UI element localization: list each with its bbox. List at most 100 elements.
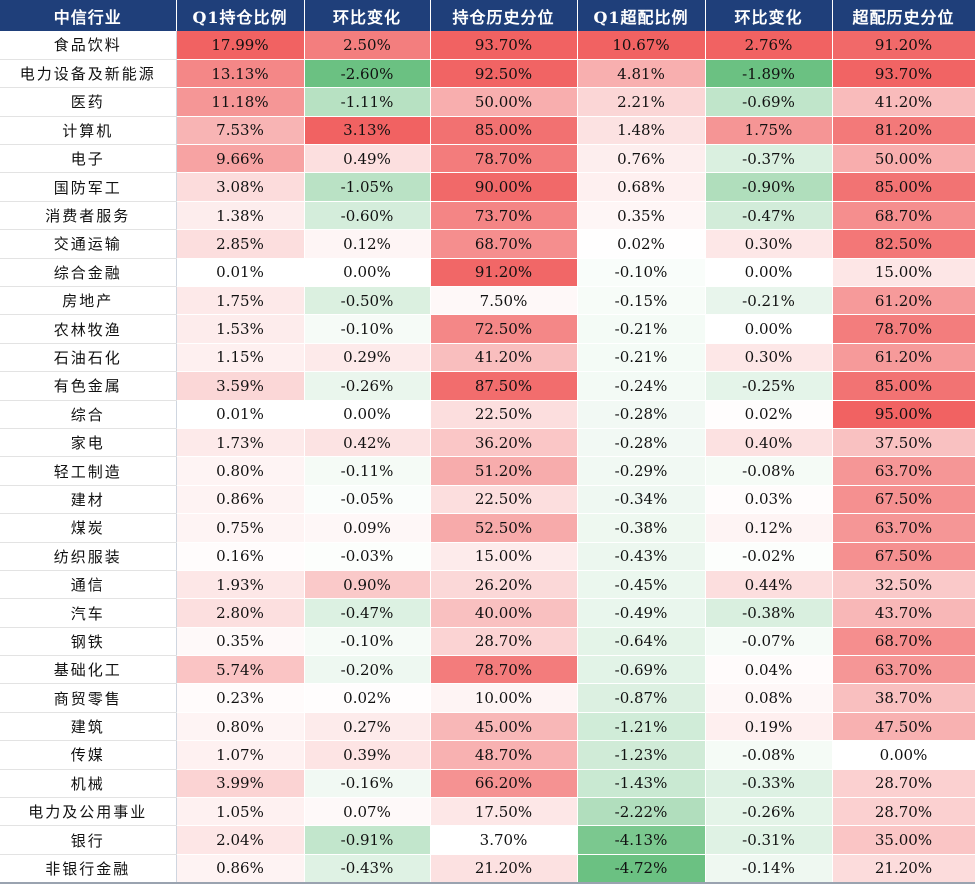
table-row: 煤炭 0.75% 0.09% 52.50% -0.38% 0.12% 63.70% bbox=[0, 513, 975, 543]
holding-percentile-cell: 22.50% bbox=[430, 485, 578, 515]
q1-holding-ratio-cell: 1.05% bbox=[176, 797, 305, 827]
overweight-qoq-change-cell: -0.08% bbox=[705, 740, 833, 770]
table-row: 房地产 1.75% -0.50% 7.50% -0.15% -0.21% 61.20% bbox=[0, 286, 975, 316]
q1-holding-ratio-cell: 0.35% bbox=[176, 627, 305, 657]
q1-overweight-ratio-cell: -0.10% bbox=[577, 258, 706, 288]
q1-holding-ratio-cell: 1.15% bbox=[176, 343, 305, 373]
q1-holding-ratio-cell: 1.75% bbox=[176, 286, 305, 316]
overweight-percentile-cell: 78.70% bbox=[832, 314, 975, 344]
overweight-percentile-cell: 93.70% bbox=[832, 59, 975, 89]
q1-overweight-ratio-cell: -0.38% bbox=[577, 513, 706, 543]
table-row: 钢铁 0.35% -0.10% 28.70% -0.64% -0.07% 68.70% bbox=[0, 627, 975, 657]
overweight-percentile-cell: 41.20% bbox=[832, 87, 975, 117]
q1-overweight-ratio-cell: -0.28% bbox=[577, 428, 706, 458]
table-row: 电力及公用事业 1.05% 0.07% 17.50% -2.22% -0.26% 28.70… bbox=[0, 797, 975, 827]
table-row: 电子 9.66% 0.49% 78.70% 0.76% -0.37% 50.00% bbox=[0, 144, 975, 174]
q1-overweight-ratio-cell: 1.48% bbox=[577, 116, 706, 146]
holding-percentile-cell: 68.70% bbox=[430, 229, 578, 259]
table-row: 传媒 1.07% 0.39% 48.70% -1.23% -0.08% 0.00% bbox=[0, 740, 975, 770]
table-row: 国防军工 3.08% -1.05% 90.00% 0.68% -0.90% 85.00% bbox=[0, 172, 975, 202]
holding-percentile-cell: 17.50% bbox=[430, 797, 578, 827]
table-row: 消费者服务 1.38% -0.60% 73.70% 0.35% -0.47% 68.70% bbox=[0, 201, 975, 231]
overweight-percentile-cell: 68.70% bbox=[832, 627, 975, 657]
holding-percentile-cell: 92.50% bbox=[430, 59, 578, 89]
overweight-qoq-change-cell: 0.30% bbox=[705, 343, 833, 373]
industry-name-cell: 建筑 bbox=[0, 712, 177, 742]
holding-percentile-cell: 36.20% bbox=[430, 428, 578, 458]
overweight-qoq-change-cell: -0.38% bbox=[705, 598, 833, 628]
overweight-qoq-change-cell: 0.08% bbox=[705, 683, 833, 713]
overweight-percentile-cell: 38.70% bbox=[832, 683, 975, 713]
industry-name-cell: 医药 bbox=[0, 87, 177, 117]
q1-overweight-ratio-cell: -1.23% bbox=[577, 740, 706, 770]
overweight-percentile-cell: 50.00% bbox=[832, 144, 975, 174]
q1-holding-ratio-cell: 0.80% bbox=[176, 712, 305, 742]
industry-name-cell: 轻工制造 bbox=[0, 456, 177, 486]
industry-name-cell: 石油石化 bbox=[0, 343, 177, 373]
overweight-qoq-change-cell: 0.44% bbox=[705, 570, 833, 600]
overweight-qoq-change-cell: 0.19% bbox=[705, 712, 833, 742]
table-row: 汽车 2.80% -0.47% 40.00% -0.49% -0.38% 43.70% bbox=[0, 598, 975, 628]
industry-name-cell: 电力设备及新能源 bbox=[0, 59, 177, 89]
industry-name-cell: 汽车 bbox=[0, 598, 177, 628]
overweight-percentile-cell: 82.50% bbox=[832, 229, 975, 259]
table-row: 综合金融 0.01% 0.00% 91.20% -0.10% 0.00% 15.00% bbox=[0, 258, 975, 288]
table-row: 有色金属 3.59% -0.26% 87.50% -0.24% -0.25% 85.00% bbox=[0, 371, 975, 401]
overweight-qoq-change-cell: -0.02% bbox=[705, 542, 833, 571]
overweight-percentile-cell: 61.20% bbox=[832, 286, 975, 316]
overweight-qoq-change-cell: -0.69% bbox=[705, 87, 833, 117]
holding-percentile-cell: 90.00% bbox=[430, 172, 578, 202]
holding-qoq-change-cell: 0.00% bbox=[304, 400, 431, 429]
header-row: 中信行业 Q1持仓比例 环比变化 持仓历史分位 Q1超配比例 环比变化 超配历史… bbox=[0, 0, 975, 31]
q1-holding-ratio-cell: 7.53% bbox=[176, 116, 305, 146]
header-overweight-percentile: 超配历史分位 bbox=[832, 0, 975, 31]
overweight-percentile-cell: 43.70% bbox=[832, 598, 975, 628]
table-row: 纺织服装 0.16% -0.03% 15.00% -0.43% -0.02% 67.50% bbox=[0, 542, 975, 571]
header-q1-overweight-ratio: Q1超配比例 bbox=[577, 0, 706, 31]
overweight-percentile-cell: 95.00% bbox=[832, 400, 975, 429]
overweight-percentile-cell: 28.70% bbox=[832, 797, 975, 827]
holding-percentile-cell: 91.20% bbox=[430, 258, 578, 288]
overweight-percentile-cell: 91.20% bbox=[832, 31, 975, 60]
overweight-percentile-cell: 68.70% bbox=[832, 201, 975, 231]
overweight-percentile-cell: 32.50% bbox=[832, 570, 975, 600]
industry-name-cell: 银行 bbox=[0, 825, 177, 855]
table-header: 中信行业 Q1持仓比例 环比变化 持仓历史分位 Q1超配比例 环比变化 超配历史… bbox=[0, 0, 975, 31]
q1-holding-ratio-cell: 9.66% bbox=[176, 144, 305, 174]
holding-qoq-change-cell: 0.00% bbox=[304, 258, 431, 288]
overweight-qoq-change-cell: -0.90% bbox=[705, 172, 833, 202]
q1-holding-ratio-cell: 0.01% bbox=[176, 400, 305, 429]
header-holding-qoq-change: 环比变化 bbox=[304, 0, 431, 31]
q1-holding-ratio-cell: 3.08% bbox=[176, 172, 305, 202]
holding-qoq-change-cell: 0.90% bbox=[304, 570, 431, 600]
holding-percentile-cell: 72.50% bbox=[430, 314, 578, 344]
q1-overweight-ratio-cell: 0.76% bbox=[577, 144, 706, 174]
q1-overweight-ratio-cell: -0.45% bbox=[577, 570, 706, 600]
overweight-qoq-change-cell: -0.31% bbox=[705, 825, 833, 855]
q1-holding-ratio-cell: 2.85% bbox=[176, 229, 305, 259]
q1-holding-ratio-cell: 0.75% bbox=[176, 513, 305, 543]
holding-percentile-cell: 7.50% bbox=[430, 286, 578, 316]
industry-name-cell: 消费者服务 bbox=[0, 201, 177, 231]
holding-percentile-cell: 22.50% bbox=[430, 400, 578, 429]
q1-holding-ratio-cell: 17.99% bbox=[176, 31, 305, 60]
overweight-percentile-cell: 37.50% bbox=[832, 428, 975, 458]
q1-holding-ratio-cell: 1.73% bbox=[176, 428, 305, 458]
q1-holding-ratio-cell: 11.18% bbox=[176, 87, 305, 117]
q1-overweight-ratio-cell: -4.72% bbox=[577, 854, 706, 884]
industry-name-cell: 纺织服装 bbox=[0, 542, 177, 571]
holding-percentile-cell: 78.70% bbox=[430, 144, 578, 174]
table-row: 非银行金融 0.86% -0.43% 21.20% -4.72% -0.14% 21.20% bbox=[0, 854, 975, 884]
holding-qoq-change-cell: 0.12% bbox=[304, 229, 431, 259]
q1-holding-ratio-cell: 0.86% bbox=[176, 485, 305, 515]
holding-percentile-cell: 52.50% bbox=[430, 513, 578, 543]
table-row: 机械 3.99% -0.16% 66.20% -1.43% -0.33% 28.70% bbox=[0, 769, 975, 799]
industry-name-cell: 农林牧渔 bbox=[0, 314, 177, 344]
table-row: 石油石化 1.15% 0.29% 41.20% -0.21% 0.30% 61.20% bbox=[0, 343, 975, 373]
industry-name-cell: 有色金属 bbox=[0, 371, 177, 401]
overweight-qoq-change-cell: -0.07% bbox=[705, 627, 833, 657]
overweight-qoq-change-cell: 0.03% bbox=[705, 485, 833, 515]
header-holding-percentile: 持仓历史分位 bbox=[430, 0, 578, 31]
q1-holding-ratio-cell: 0.86% bbox=[176, 854, 305, 884]
table-row: 建筑 0.80% 0.27% 45.00% -1.21% 0.19% 47.50% bbox=[0, 712, 975, 742]
